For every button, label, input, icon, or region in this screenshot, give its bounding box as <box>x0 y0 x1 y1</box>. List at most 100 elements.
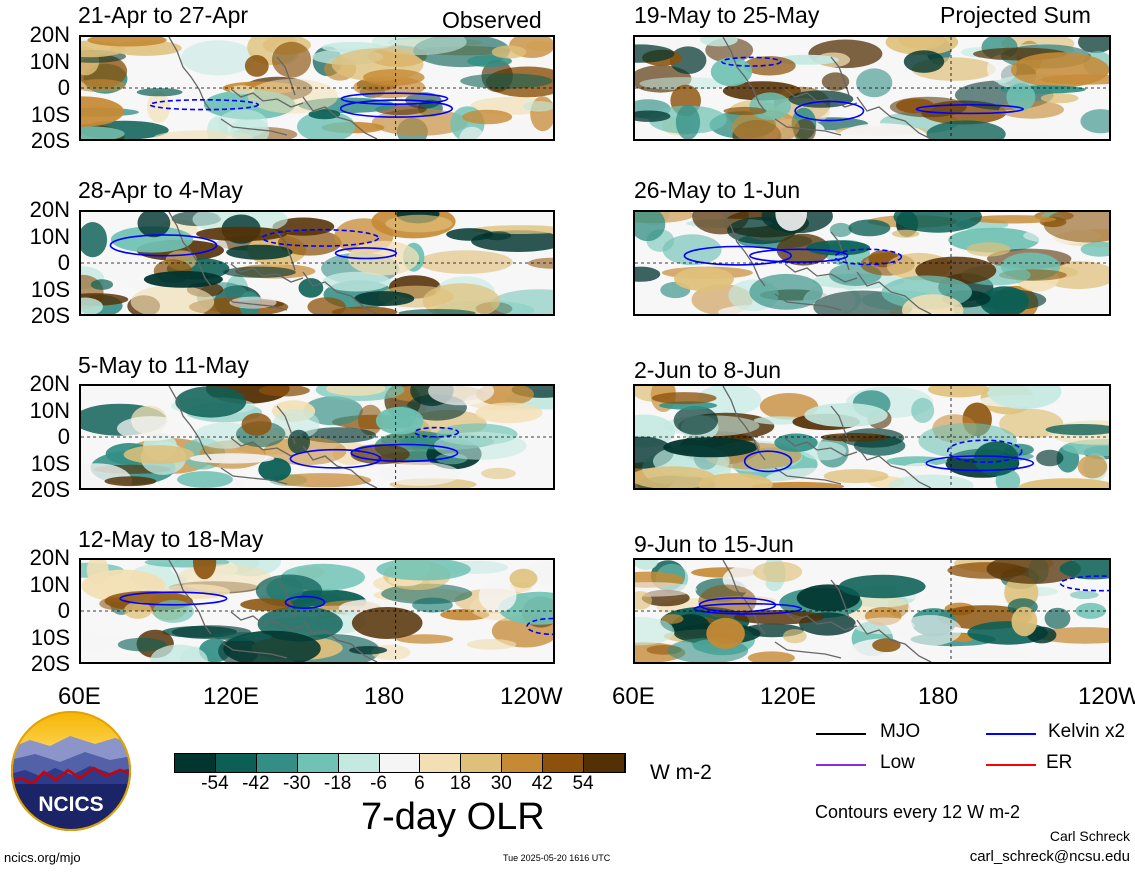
olr-anomaly-patch <box>226 244 293 260</box>
olr-anomaly-patch <box>1045 424 1109 436</box>
olr-field <box>635 386 1109 488</box>
legend-kelvin-line <box>986 733 1036 735</box>
olr-anomaly-patch <box>258 457 292 482</box>
coastline <box>276 405 296 445</box>
olr-anomaly-patch <box>130 285 215 314</box>
olr-anomaly-patch <box>820 433 889 442</box>
olr-anomaly-patch <box>258 386 310 397</box>
olr-anomaly-patch <box>137 212 171 238</box>
panel-title: 5-May to 11-May <box>78 352 249 378</box>
olr-anomaly-patch <box>193 560 217 580</box>
olr-anomaly-patch <box>446 228 494 241</box>
olr-anomaly-patch <box>1036 449 1064 467</box>
coastline <box>856 96 932 139</box>
lat-tick-label: 20S <box>30 651 70 676</box>
olr-anomaly-patch <box>81 297 103 314</box>
olr-anomaly-patch <box>1078 37 1109 54</box>
panel-title: 12-May to 18-May <box>78 526 264 552</box>
olr-anomaly-patch <box>886 456 948 467</box>
olr-anomaly-patch <box>856 68 893 98</box>
kelvin-contour <box>915 103 1024 115</box>
coastline <box>856 619 932 662</box>
colorbar-tick-label: 54 <box>572 773 594 794</box>
logo-text: NCICS <box>38 793 103 816</box>
olr-anomaly-patch <box>308 109 341 120</box>
coastline <box>302 271 378 314</box>
coastline <box>220 467 288 485</box>
legend-er-line <box>986 764 1036 766</box>
lon-tick-120e: 120E <box>760 683 817 710</box>
olr-anomaly-patch <box>396 634 454 644</box>
olr-anomaly-patch <box>1080 109 1109 134</box>
kelvin-contour <box>334 247 398 260</box>
coastline <box>774 467 842 485</box>
legend-mjo-line <box>816 733 866 735</box>
olr-anomaly-patch <box>926 120 1006 139</box>
projected-label: Projected Sum <box>940 2 1091 28</box>
olr-anomaly-patch <box>775 212 807 231</box>
lat-tick-label: 10N <box>29 48 70 74</box>
colorbar-tick-label: -30 <box>282 773 311 794</box>
olr-map-projected-1 <box>633 35 1111 141</box>
olr-anomaly-patch <box>759 393 819 420</box>
olr-anomaly-patch <box>710 57 753 87</box>
lat-tick-label: 0 <box>57 250 70 275</box>
coastline <box>774 641 842 659</box>
lat-tick-label: 20N <box>29 197 70 222</box>
olr-anomaly-patch <box>872 638 901 653</box>
olr-anomaly-patch <box>669 46 707 74</box>
olr-anomaly-patch <box>217 109 268 139</box>
coastline <box>168 37 212 112</box>
olr-anomaly-patch <box>1040 93 1079 104</box>
coastline <box>784 437 858 457</box>
olr-anomaly-patch <box>332 306 398 314</box>
kelvin-contour <box>693 602 803 615</box>
coastline <box>276 231 296 271</box>
kelvin-contour <box>119 591 228 606</box>
footer-site[interactable]: ncics.org/mjo <box>4 850 81 865</box>
coastline <box>774 293 842 311</box>
olr-map-observed-4 <box>79 558 555 664</box>
olr-anomaly-patch <box>81 633 130 651</box>
kelvin-contour <box>721 56 782 67</box>
olr-anomaly-patch <box>244 55 269 77</box>
olr-anomaly-patch <box>639 77 729 91</box>
kelvin-contour <box>340 92 449 106</box>
olr-anomaly-patch <box>848 219 891 237</box>
footer-timestamp: Tue 2025-05-20 1616 UTC <box>503 853 611 863</box>
colorbar-swatch <box>297 754 339 772</box>
kelvin-contour <box>289 448 382 469</box>
lat-tick-label: 0 <box>57 424 70 449</box>
olr-anomaly-patch <box>968 215 1057 224</box>
olr-anomaly-patch <box>522 101 553 112</box>
coastline <box>230 88 304 108</box>
lat-tick-label: 10N <box>29 397 70 423</box>
olr-anomaly-patch <box>385 214 453 233</box>
olr-anomaly-patch <box>375 406 424 435</box>
olr-anomaly-patch <box>753 416 804 425</box>
olr-field <box>635 560 1109 662</box>
lat-tick-label: 20N <box>29 371 70 396</box>
lat-tick-label: 20S <box>30 303 70 328</box>
legend: MJO Kelvin x2 Low ER <box>800 718 1135 788</box>
coastline <box>276 579 296 619</box>
panel-title: 9-Jun to 15-Jun <box>634 531 794 557</box>
footer-email[interactable]: carl_schreck@ncsu.edu <box>969 848 1130 865</box>
olr-anomaly-patch <box>885 37 959 55</box>
colorbar-tick-label: -42 <box>242 773 270 794</box>
olr-anomaly-patch <box>698 473 773 488</box>
olr-anomaly-patch <box>635 560 659 570</box>
olr-anomaly-patch <box>177 471 233 488</box>
lat-tick-label: 10S <box>30 276 70 302</box>
olr-anomaly-patch <box>490 289 553 314</box>
olr-anomaly-patch <box>273 473 372 488</box>
lon-tick-120e: 120E <box>203 683 260 710</box>
kelvin-contour <box>1059 575 1109 592</box>
colorbar-swatch <box>215 754 257 772</box>
olr-anomaly-patch <box>973 441 1019 476</box>
coastline <box>830 579 850 619</box>
lat-tick-label: 20S <box>30 477 70 502</box>
olr-anomaly-patch <box>829 222 852 238</box>
olr-anomaly-patch <box>223 266 296 278</box>
lon-tick-60e: 60E <box>58 683 101 710</box>
